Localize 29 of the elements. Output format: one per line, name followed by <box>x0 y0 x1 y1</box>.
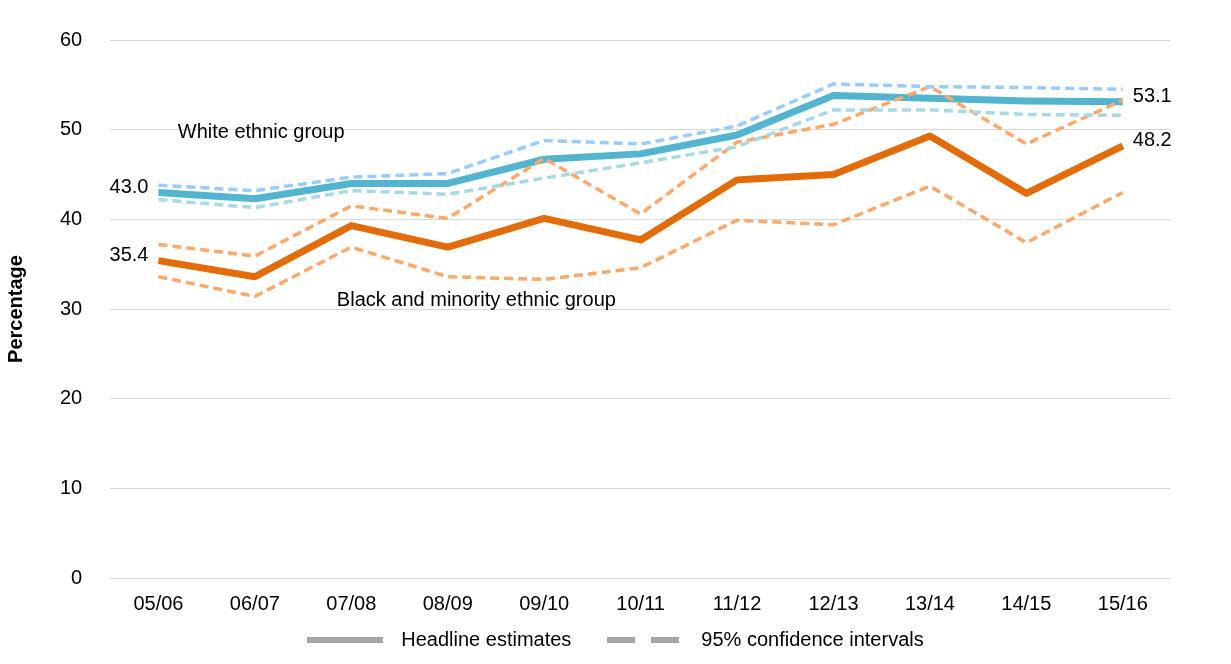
y-tick-label: 60 <box>60 27 83 50</box>
y-tick-label: 20 <box>60 386 83 409</box>
x-tick-label: 06/07 <box>229 591 280 614</box>
x-tick-label: 15/16 <box>1097 591 1148 614</box>
y-tick-label: 0 <box>71 565 83 588</box>
y-tick-label: 40 <box>60 206 83 229</box>
y-tick-label: 50 <box>60 117 83 140</box>
x-tick-label: 14/15 <box>1001 591 1052 614</box>
x-tick-label: 11/12 <box>712 591 762 614</box>
y-tick-label: 10 <box>60 475 83 498</box>
text: Headline estimates <box>401 628 572 651</box>
line-series <box>156 84 1125 258</box>
text: 95% confidence intervals <box>701 628 924 651</box>
y-axis-title: Percentage <box>3 255 26 363</box>
text: White ethnic group <box>177 119 345 142</box>
text: Black and minority ethnic group <box>336 288 616 311</box>
y-tick-label: 30 <box>60 296 83 319</box>
data-label: 35.4 <box>109 243 149 266</box>
x-tick-label: 07/08 <box>326 591 377 614</box>
x-tick-label: 13/14 <box>904 591 955 614</box>
x-tick-label: 10/11 <box>616 591 665 614</box>
x-tick-label: 12/13 <box>808 591 859 614</box>
x-tick-label: 05/06 <box>133 591 184 614</box>
line-series <box>156 82 1125 193</box>
data-label: 48.2 <box>1132 128 1172 151</box>
data-label: 43.0 <box>109 174 149 197</box>
x-tick-label: 08/09 <box>422 591 473 614</box>
x-tick-label: 09/10 <box>519 591 570 614</box>
data-label: 53.1 <box>1132 84 1172 107</box>
